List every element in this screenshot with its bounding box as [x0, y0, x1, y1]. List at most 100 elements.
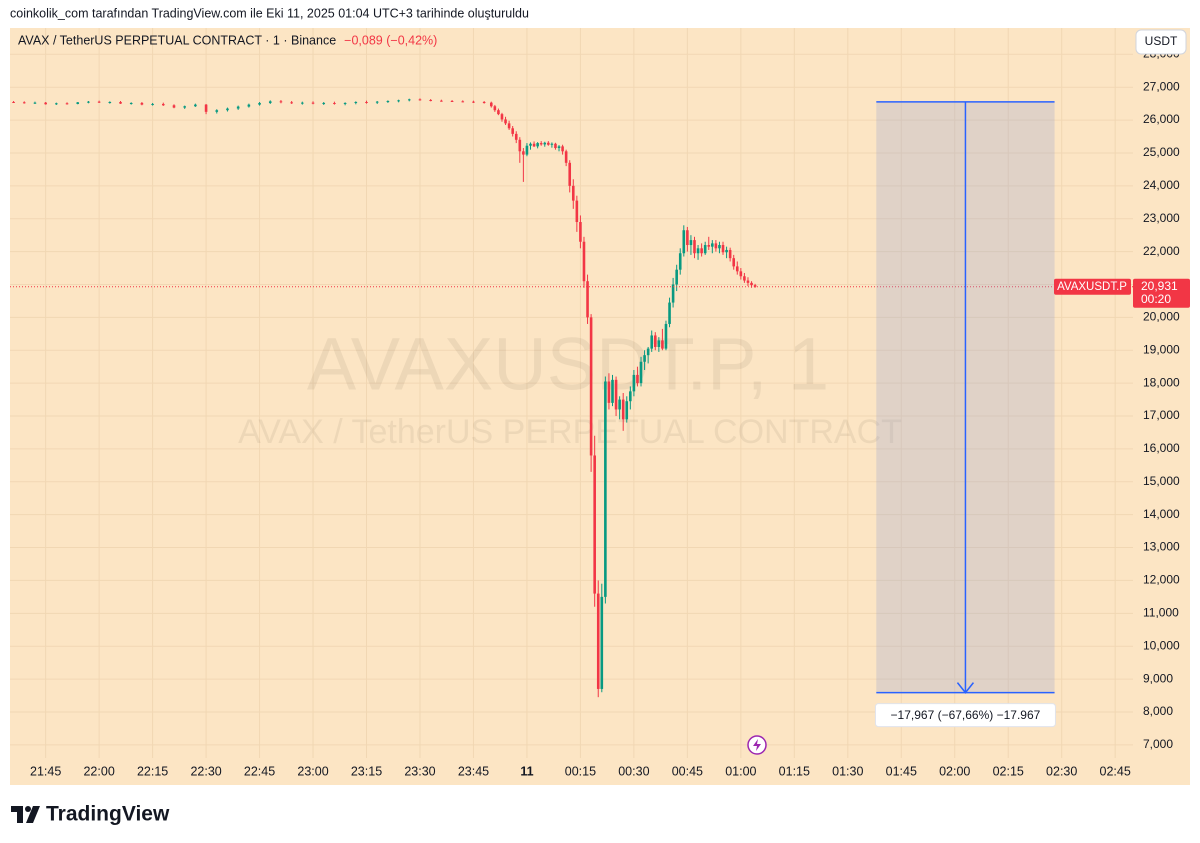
candle-body	[753, 285, 757, 287]
currency-button[interactable]	[1135, 29, 1187, 55]
candle-body	[568, 162, 572, 186]
candle-body	[550, 143, 554, 145]
candle-body	[643, 355, 646, 362]
x-tick-label: 00:45	[672, 764, 703, 778]
candle-body	[65, 103, 69, 105]
candle-body	[611, 379, 614, 403]
x-tick-label: 11	[520, 764, 533, 778]
candle-body	[119, 101, 122, 104]
candle-body	[76, 102, 80, 104]
candle-body	[696, 248, 700, 254]
candle-body	[55, 103, 58, 105]
candle-body	[536, 143, 539, 147]
legend-change: −0,089 (−0,42%)	[344, 33, 437, 47]
candle-body	[636, 374, 639, 384]
candle-body	[365, 101, 368, 103]
candle-body	[543, 142, 547, 145]
candle-body	[579, 222, 582, 242]
candle-body	[529, 143, 532, 146]
candle-body	[322, 102, 326, 104]
candle-body	[604, 381, 607, 597]
candle-body	[472, 101, 475, 103]
candle-body	[151, 103, 154, 105]
candle-body	[482, 101, 486, 103]
candle-body	[664, 323, 668, 349]
candle-body	[450, 101, 454, 102]
candle-body	[215, 110, 219, 112]
x-tick-label: 23:00	[297, 764, 328, 778]
candle-body	[732, 258, 736, 267]
x-tick-label: 22:00	[83, 764, 114, 778]
candle-body	[700, 248, 703, 254]
grid	[10, 28, 1133, 758]
y-tick-label: 25,000	[1143, 145, 1180, 159]
candle-body	[140, 102, 144, 105]
measure-arrowhead	[956, 682, 975, 694]
candle-body	[589, 317, 593, 456]
candle-body	[161, 103, 165, 106]
candle-body	[194, 104, 197, 107]
measure-label: −17,967 (−67,66%) −17.967	[891, 708, 1041, 722]
candle-body	[301, 102, 304, 104]
y-tick-label: 9,000	[1143, 671, 1173, 685]
candle-body	[311, 102, 315, 104]
candle-body	[596, 593, 600, 689]
symbol-tag: AVAXUSDT.P	[1057, 281, 1127, 293]
watermark: AVAXUSDT.P, 1	[307, 323, 829, 406]
x-tick-label: 01:15	[779, 764, 810, 778]
attribution: coinkolik_com tarafından TradingView.com…	[10, 6, 529, 20]
candle-body	[621, 399, 625, 420]
candle-body	[500, 114, 504, 120]
currency-label[interactable]: USDT	[1145, 34, 1178, 48]
candle-body	[728, 249, 732, 259]
candle-body	[247, 104, 251, 107]
y-tick-label: 14,000	[1143, 507, 1180, 521]
candle-body	[386, 101, 390, 102]
candle-body	[497, 110, 500, 115]
candle-body	[675, 269, 678, 285]
x-tick-label: 23:30	[404, 764, 435, 778]
price-tag-box	[1133, 278, 1190, 308]
x-tick-label: 02:30	[1046, 764, 1077, 778]
candle-body	[397, 100, 400, 102]
plot-area	[10, 98, 1133, 698]
candle-body	[632, 374, 636, 392]
candle-body	[586, 281, 589, 318]
y-tick-label: 19,000	[1143, 342, 1180, 356]
candle-body	[236, 106, 240, 109]
x-tick-label: 00:15	[565, 764, 596, 778]
candle-body	[678, 253, 682, 270]
y-tick-label: 23,000	[1143, 211, 1180, 225]
candle-body	[343, 102, 347, 104]
x-tick-label: 22:15	[137, 764, 168, 778]
candle-body	[711, 243, 714, 247]
candle-body	[489, 102, 493, 107]
y-tick-label: 20,000	[1143, 310, 1180, 324]
candle-body	[514, 133, 518, 140]
candle-body	[718, 245, 721, 249]
candle-body	[504, 119, 507, 124]
candle-body	[600, 596, 604, 689]
events-icon-bolt	[753, 739, 761, 751]
candle-body	[614, 379, 618, 410]
candle-body	[493, 106, 497, 111]
candle-body	[746, 280, 750, 283]
x-tick-label: 01:00	[725, 764, 756, 778]
candle-body	[714, 243, 718, 249]
y-tick-label: 18,000	[1143, 375, 1180, 389]
y-tick-label: 22,000	[1143, 244, 1180, 258]
candle-body	[440, 100, 443, 102]
candle-body	[461, 101, 465, 103]
candle-body	[204, 104, 208, 112]
y-tick-label: 12,000	[1143, 573, 1180, 587]
candle-body	[750, 282, 753, 286]
candle-body	[129, 102, 133, 104]
candle-body	[554, 143, 557, 149]
candle-body	[671, 284, 675, 303]
candle-body	[686, 230, 689, 246]
candle-body	[571, 185, 575, 201]
candle-body	[593, 455, 596, 594]
y-tick-label: 10,000	[1143, 638, 1180, 652]
